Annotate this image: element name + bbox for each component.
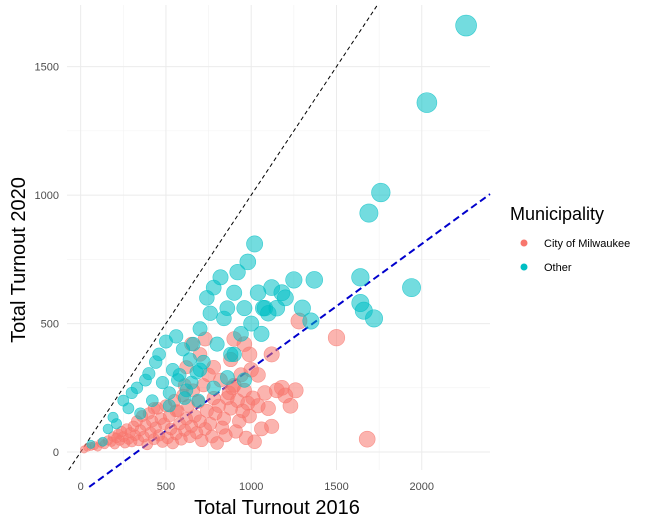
point-other [111,418,122,430]
point-other [162,399,176,413]
point-other [239,253,257,271]
point-city-of-milwaukee [287,382,304,399]
point-other [243,315,260,332]
x-axis-title: Total Turnout 2016 [194,497,360,519]
point-city-of-milwaukee [242,408,257,424]
y-tick-label: 1500 [35,62,59,74]
y-tick-label: 1000 [35,190,59,202]
legend: Municipality City of Milwaukee Other [510,204,630,274]
point-other [169,329,184,344]
point-other [192,362,208,377]
point-other [302,312,320,330]
point-other [102,423,114,435]
point-other [226,284,243,301]
point-other [212,269,229,286]
point-other [162,386,176,400]
x-tick-label: 500 [157,481,175,493]
point-other [285,271,303,289]
point-other [182,352,197,367]
grid-lines [67,5,490,470]
point-other [185,336,201,352]
y-axis-title: Total Turnout 2020 [8,177,30,343]
point-other [142,367,156,381]
point-city-of-milwaukee [282,397,299,414]
point-city-of-milwaukee [327,329,346,347]
x-tick-label: 2000 [410,481,434,493]
point-city-of-milwaukee [216,411,231,426]
legend-label-city-of-milwaukee: City of Milwaukee [544,238,630,250]
y-tick-label: 0 [53,447,59,459]
point-other [255,300,272,317]
tick-labels: 0 500 1000 1500 2000 0 500 1000 1500 [35,62,435,493]
point-city-of-milwaukee [264,418,280,434]
point-other [192,321,208,337]
point-other [122,402,135,415]
point-other [351,268,370,287]
point-city-of-milwaukee [260,400,276,416]
reference-lines [68,4,491,488]
point-other [86,439,96,449]
point-other [276,289,294,307]
x-tick-label: 0 [78,481,84,493]
point-other [371,182,391,203]
point-other [233,326,249,342]
point-other [171,373,185,387]
point-other [226,346,242,362]
point-other [97,436,108,447]
point-city-of-milwaukee [241,346,258,363]
x-tick-label: 1000 [239,481,263,493]
point-other [246,235,264,253]
point-other [184,375,199,390]
legend-label-other: Other [544,262,572,274]
point-other [219,300,236,316]
identity-line [68,4,378,471]
point-other [152,347,166,362]
x-tick-label: 1500 [324,481,348,493]
legend-title: Municipality [510,204,604,224]
y-tick-label: 500 [41,319,59,331]
point-city-of-milwaukee [247,434,262,449]
point-other [134,407,147,420]
point-other [130,381,144,394]
data-points [80,14,477,454]
point-other [416,92,438,113]
point-other [305,271,324,289]
point-other [229,264,246,281]
point-other [236,300,253,317]
point-city-of-milwaukee [263,346,280,363]
legend-swatch-other [520,263,528,271]
point-other [202,305,218,321]
point-city-of-milwaukee [250,367,266,383]
point-other [455,14,477,37]
point-other [206,380,221,395]
point-other [365,309,383,328]
point-city-of-milwaukee [358,430,376,448]
point-other [145,394,159,407]
point-other [191,393,206,408]
point-other [177,391,192,405]
point-other [253,325,270,342]
legend-swatch-city-of-milwaukee [520,239,528,247]
point-other [293,299,311,317]
point-other [359,203,379,223]
point-other [155,376,170,390]
point-other [209,336,225,352]
point-other [236,372,252,388]
point-other [402,278,421,297]
point-other [219,370,235,385]
